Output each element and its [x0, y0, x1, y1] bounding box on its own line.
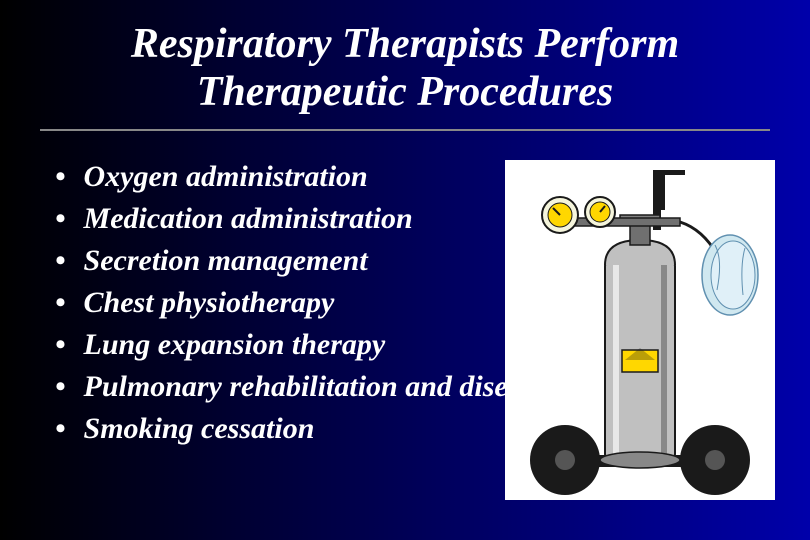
divider — [40, 129, 770, 131]
bullet-icon: • — [55, 240, 66, 282]
bullet-icon: • — [55, 324, 66, 366]
bullet-icon: • — [55, 282, 66, 324]
oxygen-tank-illustration — [505, 160, 775, 500]
bullet-icon: • — [55, 156, 66, 198]
bullet-icon: • — [55, 366, 66, 408]
bullet-icon: • — [55, 408, 66, 450]
page-title: Respiratory Therapists Perform Therapeut… — [40, 20, 770, 117]
bullet-icon: • — [55, 198, 66, 240]
